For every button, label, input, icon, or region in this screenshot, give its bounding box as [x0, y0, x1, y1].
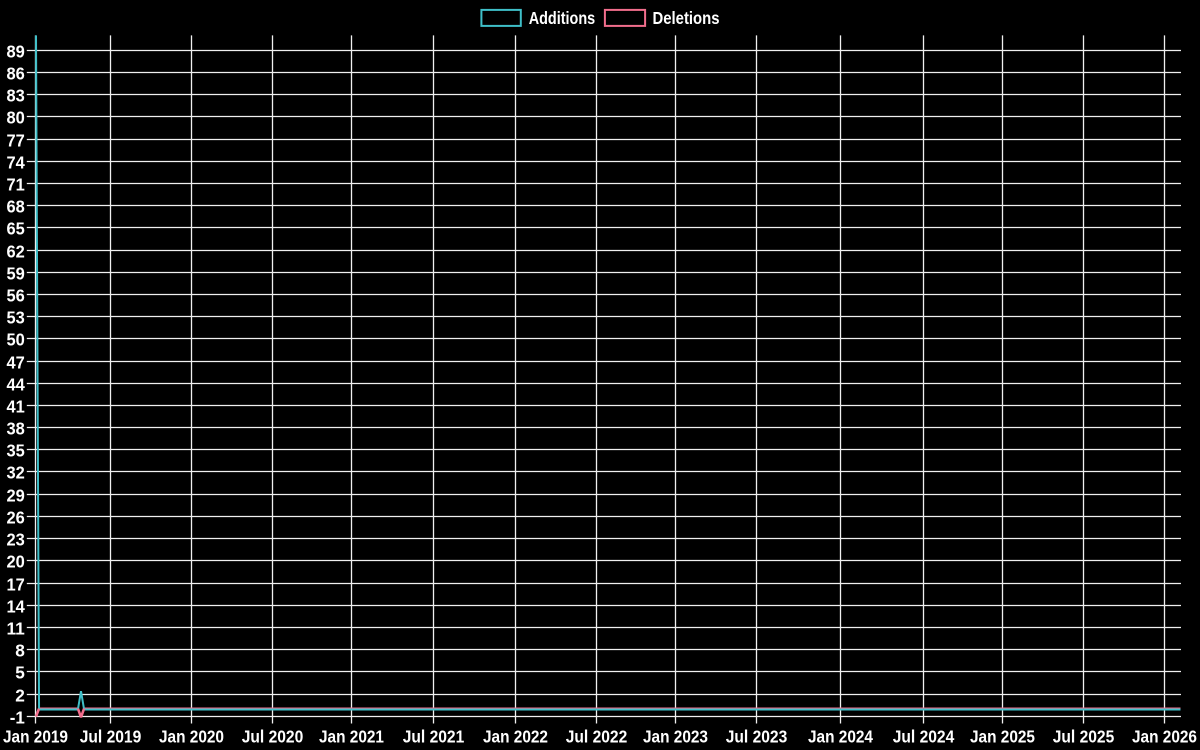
svg-text:5: 5: [15, 662, 25, 682]
svg-text:83: 83: [7, 85, 25, 105]
svg-text:-1: -1: [10, 707, 25, 727]
svg-text:Jan 2020: Jan 2020: [159, 727, 224, 747]
svg-text:Jan 2019: Jan 2019: [3, 727, 68, 747]
svg-text:86: 86: [7, 63, 25, 83]
svg-text:50: 50: [7, 329, 25, 349]
svg-text:Jul 2022: Jul 2022: [566, 727, 628, 747]
svg-text:2: 2: [15, 685, 25, 705]
svg-text:Jan 2025: Jan 2025: [970, 727, 1035, 747]
svg-text:77: 77: [7, 130, 25, 150]
svg-text:38: 38: [7, 418, 25, 438]
svg-text:44: 44: [7, 374, 25, 394]
svg-text:Additions: Additions: [529, 8, 596, 28]
svg-text:56: 56: [7, 285, 25, 305]
svg-text:35: 35: [7, 440, 25, 460]
svg-text:29: 29: [7, 485, 25, 505]
svg-text:53: 53: [7, 307, 25, 327]
svg-text:20: 20: [7, 551, 25, 571]
svg-text:65: 65: [7, 218, 25, 238]
svg-text:Jan 2024: Jan 2024: [808, 727, 873, 747]
svg-text:Jul 2025: Jul 2025: [1053, 727, 1115, 747]
svg-text:Jan 2022: Jan 2022: [483, 727, 548, 747]
svg-text:14: 14: [7, 596, 25, 616]
svg-text:71: 71: [7, 174, 25, 194]
svg-text:Jan 2023: Jan 2023: [643, 727, 708, 747]
svg-text:89: 89: [7, 41, 25, 61]
svg-text:41: 41: [7, 396, 25, 416]
svg-text:17: 17: [7, 574, 25, 594]
svg-text:26: 26: [7, 507, 25, 527]
svg-text:32: 32: [7, 462, 25, 482]
svg-text:Jul 2024: Jul 2024: [893, 727, 955, 747]
svg-text:47: 47: [7, 352, 25, 372]
svg-text:Deletions: Deletions: [653, 8, 720, 28]
svg-text:Jan 2021: Jan 2021: [319, 727, 384, 747]
svg-text:59: 59: [7, 263, 25, 283]
svg-text:68: 68: [7, 196, 25, 216]
svg-text:Jul 2023: Jul 2023: [726, 727, 788, 747]
svg-text:74: 74: [7, 152, 25, 172]
svg-text:Jan 2026: Jan 2026: [1132, 727, 1197, 747]
svg-text:80: 80: [7, 107, 25, 127]
svg-text:Jul 2020: Jul 2020: [242, 727, 304, 747]
svg-text:23: 23: [7, 529, 25, 549]
svg-text:Jul 2021: Jul 2021: [403, 727, 465, 747]
svg-text:11: 11: [7, 618, 25, 638]
svg-text:Jul 2019: Jul 2019: [80, 727, 142, 747]
svg-text:62: 62: [7, 241, 25, 261]
svg-text:8: 8: [15, 640, 25, 660]
